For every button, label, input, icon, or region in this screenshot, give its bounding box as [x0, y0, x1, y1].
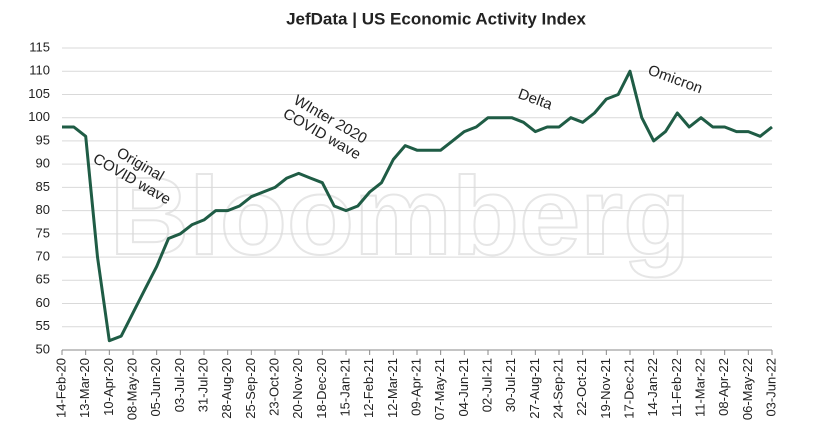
x-tick-label: 31-Jul-20	[195, 358, 210, 412]
y-tick-label: 110	[29, 63, 50, 78]
x-tick-label: 24-Sep-21	[550, 358, 565, 419]
x-tick-label: 12-Feb-21	[361, 358, 376, 418]
x-tick-label: 03-Jul-20	[172, 358, 187, 412]
x-tick-label: 27-Aug-21	[527, 358, 542, 419]
x-tick-label: 11-Mar-22	[692, 358, 707, 417]
x-tick-label: 20-Nov-20	[290, 358, 305, 419]
y-tick-label: 85	[36, 179, 50, 194]
y-tick-label: 95	[36, 132, 50, 147]
y-tick-label: 50	[36, 341, 50, 356]
x-tick-label: 09-Apr-21	[408, 358, 423, 416]
y-tick-label: 65	[36, 272, 50, 287]
y-tick-label: 75	[36, 225, 50, 240]
y-tick-label: 90	[36, 156, 50, 171]
x-tick-label: 07-May-21	[432, 358, 447, 420]
x-tick-label: 30-Jul-21	[503, 358, 518, 412]
x-tick-label: 14-Feb-20	[53, 358, 68, 418]
x-tick-label: 15-Jan-21	[337, 358, 352, 417]
x-tick-label: 18-Dec-20	[314, 358, 329, 419]
x-tick-label: 10-Apr-20	[101, 358, 116, 416]
y-tick-label: 115	[29, 39, 50, 54]
x-tick-label: 12-Mar-21	[385, 358, 400, 418]
y-tick-label: 80	[36, 202, 50, 217]
y-tick-label: 55	[36, 318, 50, 333]
x-tick-label: 02-Jul-21	[479, 358, 494, 412]
x-tick-label: 14-Jan-22	[645, 358, 660, 417]
x-tick-label: 04-Jun-21	[456, 358, 471, 417]
x-tick-label: 03-Jun-22	[763, 358, 778, 417]
x-tick-label: 23-Oct-20	[266, 358, 281, 416]
x-tick-label: 28-Aug-20	[219, 358, 234, 419]
y-tick-label: 105	[28, 86, 50, 101]
annotation: Delta	[516, 86, 555, 114]
y-tick-label: 60	[36, 295, 50, 310]
watermark: Bloomberg	[110, 155, 691, 278]
data-line	[62, 69, 773, 343]
x-tick-label: 25-Sep-20	[243, 358, 258, 419]
x-tick-label: 22-Oct-21	[574, 358, 589, 416]
x-tick-label: 08-May-20	[124, 358, 139, 420]
y-tick-label: 70	[36, 249, 50, 264]
x-tick-label: 19-Nov-21	[598, 358, 613, 419]
x-tick-label: 05-Jun-20	[148, 358, 163, 417]
y-tick-label: 100	[28, 109, 50, 124]
annotation: Omicron	[646, 62, 705, 97]
x-tick-label: 11-Feb-22	[669, 358, 684, 417]
x-tick-label: 06-May-22	[740, 358, 755, 420]
x-tick-label: 17-Dec-21	[621, 358, 636, 419]
x-tick-label: 13-Mar-20	[77, 358, 92, 418]
x-tick-label: 08-Apr-22	[716, 358, 731, 416]
chart-title: JefData | US Economic Activity Index	[286, 9, 586, 28]
